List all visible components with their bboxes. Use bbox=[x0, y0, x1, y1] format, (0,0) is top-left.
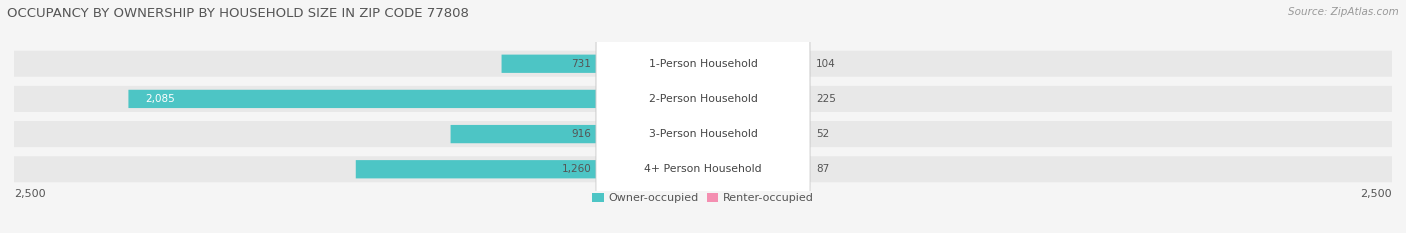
FancyBboxPatch shape bbox=[703, 160, 727, 178]
FancyBboxPatch shape bbox=[128, 90, 703, 108]
FancyBboxPatch shape bbox=[502, 55, 703, 73]
Text: 87: 87 bbox=[815, 164, 830, 174]
FancyBboxPatch shape bbox=[14, 51, 1392, 77]
FancyBboxPatch shape bbox=[703, 55, 731, 73]
Text: 1,260: 1,260 bbox=[561, 164, 592, 174]
FancyBboxPatch shape bbox=[14, 86, 1392, 112]
Legend: Owner-occupied, Renter-occupied: Owner-occupied, Renter-occupied bbox=[588, 189, 818, 208]
Text: 1-Person Household: 1-Person Household bbox=[648, 59, 758, 69]
FancyBboxPatch shape bbox=[14, 156, 1392, 182]
FancyBboxPatch shape bbox=[703, 125, 717, 143]
Text: 225: 225 bbox=[815, 94, 835, 104]
FancyBboxPatch shape bbox=[596, 0, 810, 233]
Text: 52: 52 bbox=[815, 129, 830, 139]
Text: 2,500: 2,500 bbox=[1361, 189, 1392, 199]
Text: 3-Person Household: 3-Person Household bbox=[648, 129, 758, 139]
FancyBboxPatch shape bbox=[450, 125, 703, 143]
Text: 4+ Person Household: 4+ Person Household bbox=[644, 164, 762, 174]
FancyBboxPatch shape bbox=[596, 0, 810, 233]
FancyBboxPatch shape bbox=[703, 90, 765, 108]
Text: 104: 104 bbox=[815, 59, 835, 69]
Text: OCCUPANCY BY OWNERSHIP BY HOUSEHOLD SIZE IN ZIP CODE 77808: OCCUPANCY BY OWNERSHIP BY HOUSEHOLD SIZE… bbox=[7, 7, 470, 20]
FancyBboxPatch shape bbox=[596, 0, 810, 233]
Text: 2,085: 2,085 bbox=[145, 94, 174, 104]
FancyBboxPatch shape bbox=[596, 0, 810, 233]
FancyBboxPatch shape bbox=[14, 121, 1392, 147]
FancyBboxPatch shape bbox=[356, 160, 703, 178]
Text: 2-Person Household: 2-Person Household bbox=[648, 94, 758, 104]
Text: Source: ZipAtlas.com: Source: ZipAtlas.com bbox=[1288, 7, 1399, 17]
Text: 731: 731 bbox=[571, 59, 592, 69]
Text: 916: 916 bbox=[571, 129, 592, 139]
Text: 2,500: 2,500 bbox=[14, 189, 45, 199]
